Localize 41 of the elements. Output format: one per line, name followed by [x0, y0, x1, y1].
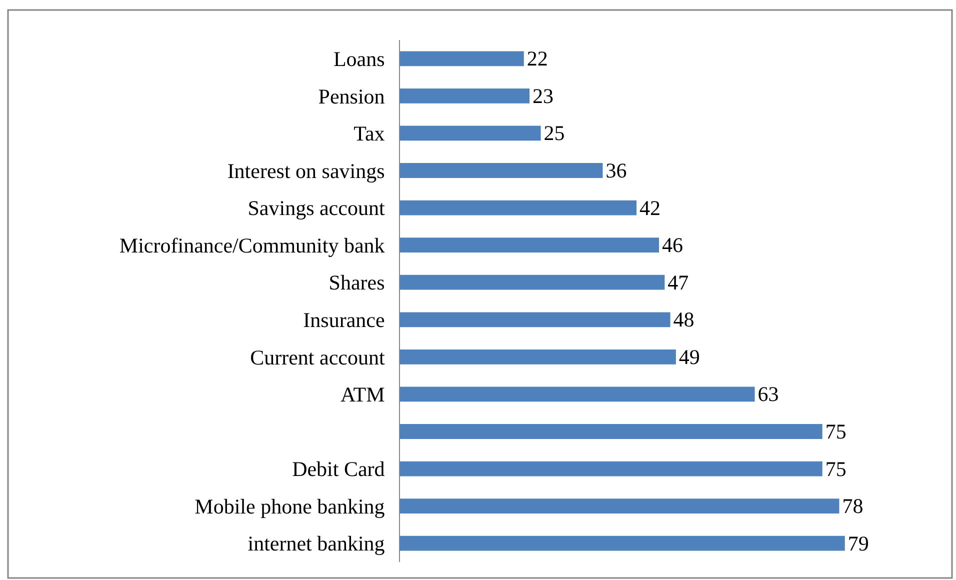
y-tick-label: Mobile phone banking — [194, 494, 386, 518]
y-tick-label: Loans — [333, 46, 385, 71]
y-tick-label: Interest on savings — [227, 158, 385, 183]
data-label: 79 — [848, 531, 869, 556]
y-tick-label: Current account — [250, 345, 385, 370]
data-label: 22 — [526, 46, 548, 71]
data-label: 46 — [662, 233, 684, 258]
y-tick-label: ATM — [340, 382, 386, 407]
bar — [400, 536, 845, 551]
data-label: 47 — [668, 270, 689, 294]
y-tick-label: Shares — [328, 270, 385, 295]
data-label: 75 — [825, 456, 846, 481]
data-label: 63 — [758, 382, 779, 406]
bar — [400, 51, 524, 66]
bar — [400, 88, 530, 104]
y-tick-label: Savings account — [248, 196, 385, 220]
y-tick-label: Insurance — [303, 308, 385, 332]
data-label: 36 — [606, 158, 627, 182]
bar — [400, 200, 637, 216]
bar — [400, 349, 676, 364]
y-tick-label: Tax — [354, 122, 386, 146]
bar — [400, 274, 665, 290]
data-label: 49 — [678, 344, 700, 369]
bar — [400, 312, 670, 328]
data-label: 25 — [544, 121, 565, 146]
bar — [400, 126, 541, 141]
bar — [400, 386, 755, 402]
bar — [400, 461, 822, 476]
data-label: 42 — [640, 196, 661, 220]
data-label: 48 — [673, 308, 694, 332]
y-tick-label: Debit Card — [292, 457, 386, 482]
data-label: 75 — [825, 420, 846, 444]
bar — [400, 163, 603, 178]
data-label: 23 — [532, 84, 554, 108]
y-tick-label: Pension — [318, 84, 386, 108]
bar — [400, 498, 840, 514]
data-label: 78 — [842, 494, 864, 518]
y-tick-label: Microfinance/Community bank — [119, 233, 386, 258]
bar — [400, 424, 822, 439]
y-tick-label: internet banking — [248, 532, 386, 556]
bar — [400, 238, 660, 253]
